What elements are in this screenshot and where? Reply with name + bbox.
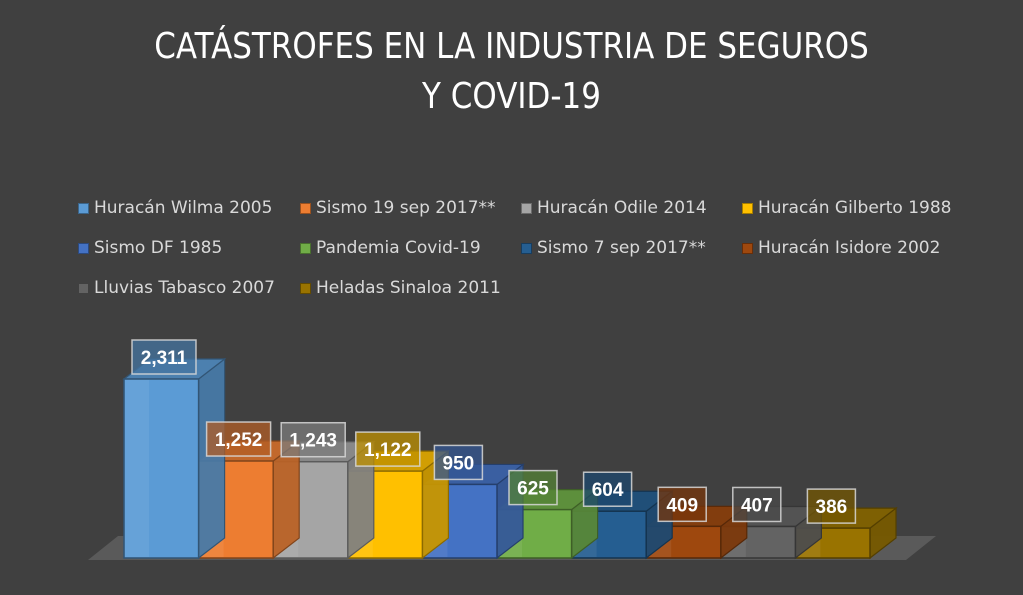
data-label-text: 950 bbox=[443, 453, 475, 474]
legend-label: Sismo DF 1985 bbox=[94, 238, 223, 258]
legend-item: Heladas Sinaloa 2011 bbox=[300, 278, 501, 298]
data-label-text: 386 bbox=[816, 497, 848, 518]
data-label: 386 bbox=[806, 488, 857, 524]
legend-item: Pandemia Covid-19 bbox=[300, 238, 481, 258]
data-label-text: 1,122 bbox=[364, 440, 412, 461]
legend-swatch bbox=[521, 202, 532, 214]
data-label-box bbox=[657, 486, 707, 523]
legend-label: Lluvias Tabasco 2007 bbox=[94, 278, 275, 298]
legend-item: Sismo 7 sep 2017** bbox=[521, 238, 706, 258]
data-label-box bbox=[131, 339, 197, 375]
legend-item: Sismo DF 1985 bbox=[78, 238, 222, 258]
legend-label: Huracán Odile 2014 bbox=[537, 198, 707, 218]
data-label: 625 bbox=[508, 469, 558, 506]
data-label: 1,122 bbox=[355, 431, 421, 467]
data-label-text: 1,243 bbox=[289, 431, 337, 452]
data-label: 950 bbox=[433, 444, 484, 481]
legend-label: Pandemia Covid-19 bbox=[316, 238, 481, 258]
legend-swatch bbox=[78, 282, 89, 294]
legend-item: Sismo 19 sep 2017** bbox=[300, 198, 496, 218]
chart-title-line-2: Y COVID-19 bbox=[422, 76, 601, 117]
legend-label: Heladas Sinaloa 2011 bbox=[316, 278, 501, 298]
legend-label: Huracán Gilberto 1988 bbox=[758, 198, 952, 218]
data-label-box bbox=[732, 486, 782, 523]
data-label-box bbox=[280, 421, 346, 458]
data-label: 1,252 bbox=[205, 421, 272, 457]
legend-label: Sismo 7 sep 2017** bbox=[537, 238, 706, 258]
data-label-text: 604 bbox=[592, 480, 624, 501]
data-label-box bbox=[355, 431, 421, 467]
legend-swatch bbox=[521, 242, 532, 254]
data-label-box bbox=[205, 421, 272, 457]
bar-highlight bbox=[125, 380, 149, 557]
data-label-text: 625 bbox=[517, 479, 549, 500]
data-label-text: 2,311 bbox=[141, 348, 188, 369]
legend-item: Huracán Wilma 2005 bbox=[78, 198, 272, 218]
data-label: 2,311 bbox=[131, 339, 197, 375]
legend-swatch bbox=[78, 242, 89, 254]
legend-item: Lluvias Tabasco 2007 bbox=[78, 278, 275, 298]
data-label-text: 409 bbox=[666, 495, 698, 516]
data-label: 1,243 bbox=[280, 421, 346, 458]
data-label-text: 407 bbox=[741, 495, 773, 516]
legend-swatch bbox=[300, 242, 311, 254]
chart-title: CATÁSTROFES EN LA INDUSTRIA DE SEGUROS Y… bbox=[72, 22, 952, 122]
data-label: 407 bbox=[732, 486, 782, 523]
bar-front-face bbox=[123, 378, 200, 559]
legend-item: Huracán Isidore 2002 bbox=[742, 238, 940, 258]
legend-swatch bbox=[300, 282, 311, 294]
bar-side-face bbox=[198, 357, 226, 560]
data-label-box bbox=[582, 471, 633, 507]
data-label-text: 1,252 bbox=[215, 430, 263, 451]
legend-item: Huracán Odile 2014 bbox=[521, 198, 707, 218]
legend-label: Sismo 19 sep 2017** bbox=[316, 198, 496, 218]
legend-swatch bbox=[742, 202, 753, 214]
legend-label: Huracán Wilma 2005 bbox=[94, 198, 273, 218]
data-label-box bbox=[806, 488, 857, 524]
data-label: 409 bbox=[657, 486, 707, 523]
legend-swatch bbox=[300, 202, 311, 214]
data-label: 604 bbox=[582, 471, 633, 507]
legend-item: Huracán Gilberto 1988 bbox=[742, 198, 952, 218]
legend-swatch bbox=[742, 242, 753, 254]
data-label-box bbox=[508, 469, 558, 506]
data-label-box bbox=[433, 444, 484, 481]
legend-label: Huracán Isidore 2002 bbox=[758, 238, 941, 258]
bar bbox=[122, 357, 227, 560]
chart-title-line-1: CATÁSTROFES EN LA INDUSTRIA DE SEGUROS bbox=[154, 26, 869, 67]
legend-swatch bbox=[78, 202, 89, 214]
